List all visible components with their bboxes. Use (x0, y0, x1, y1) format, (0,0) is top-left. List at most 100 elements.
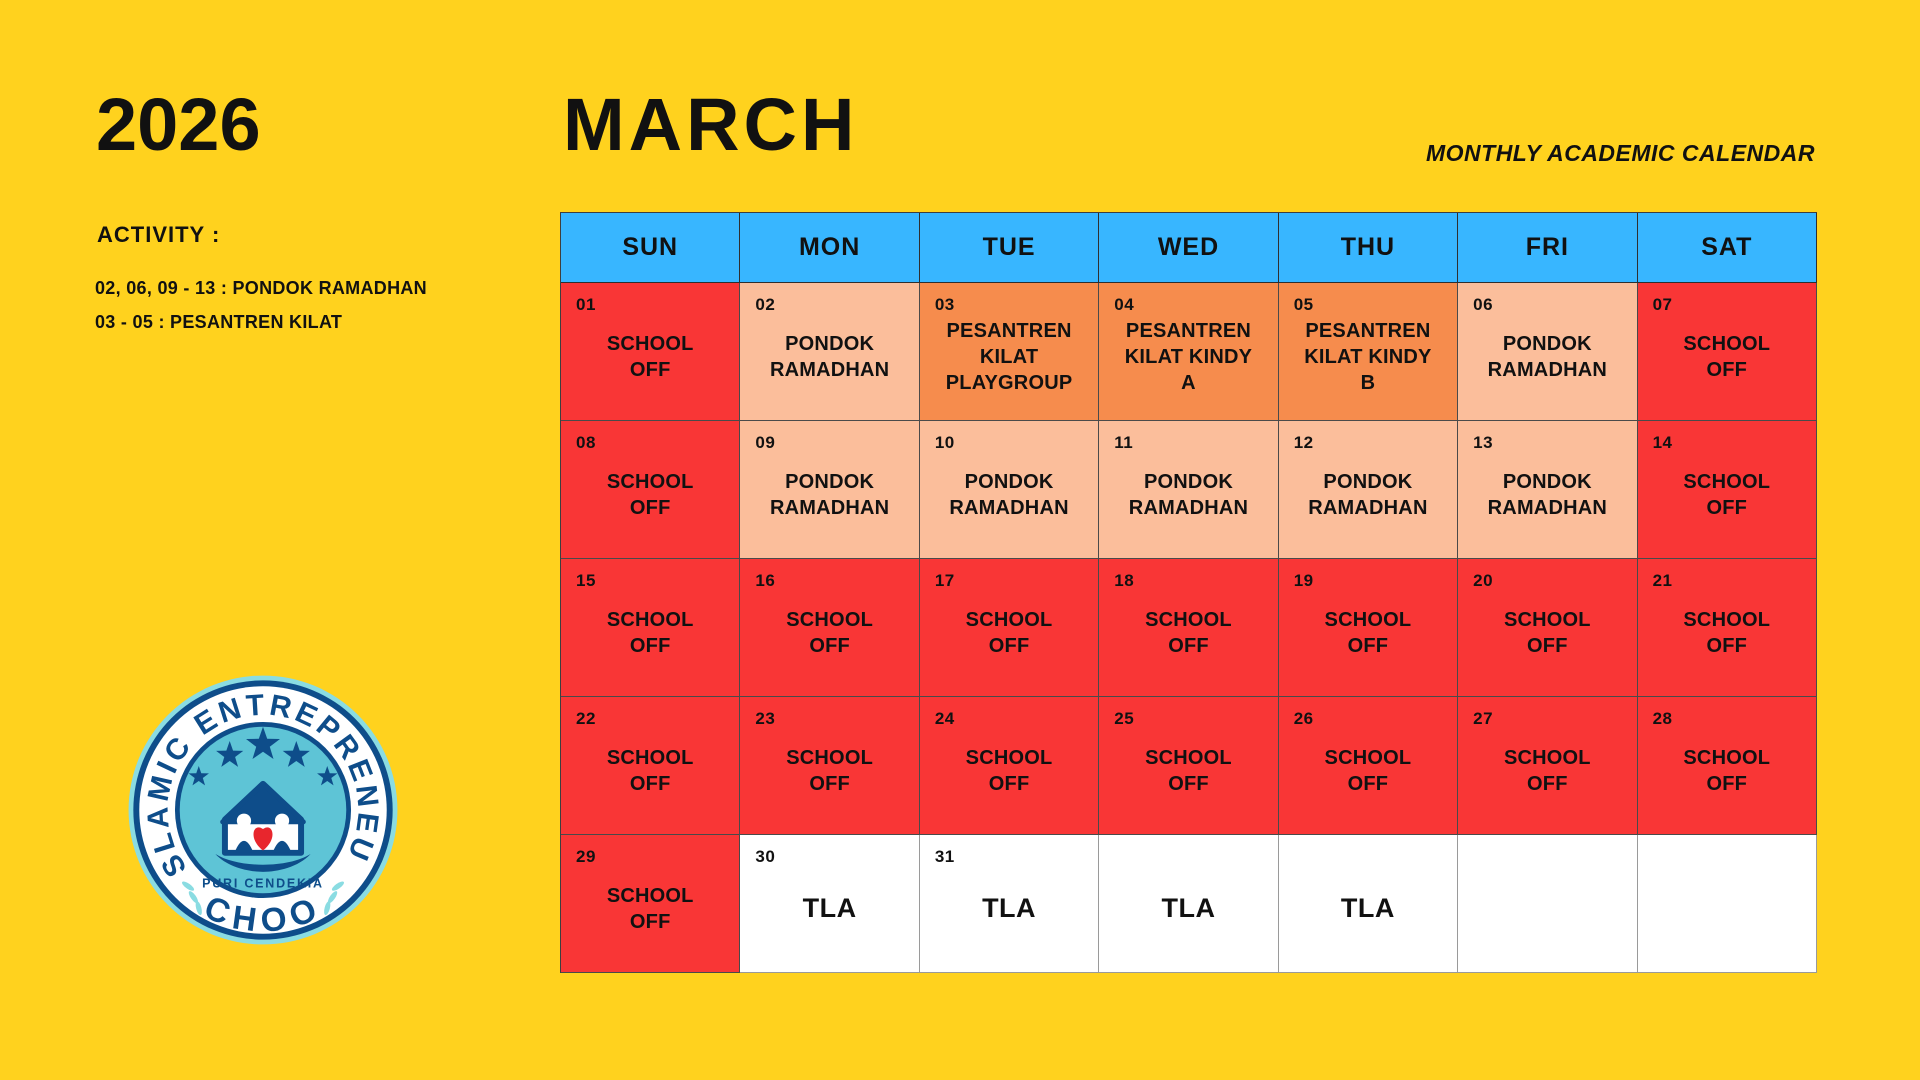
event-label: PESANTREN KILAT PLAYGROUP (945, 319, 1073, 394)
date-number: 12 (1293, 433, 1314, 452)
date-number: 10 (934, 433, 955, 452)
logo-banner-text: PURI CENDEKIA (202, 876, 324, 890)
calendar-day-07: 07 SCHOOL OFF (1637, 283, 1817, 421)
day-header-sun: SUN (561, 213, 741, 283)
calendar-day-21: 21 SCHOOL OFF (1637, 559, 1817, 697)
heart-icon (253, 827, 273, 851)
calendar-day-31: 31 TLA (919, 835, 1100, 973)
date-number: 09 (755, 433, 776, 452)
figure-body (272, 840, 292, 853)
date-number: 03 (934, 295, 955, 314)
calendar-day-25: 25 SCHOOL OFF (1099, 697, 1279, 835)
calendar-day-23: 23 SCHOOL OFF (740, 697, 920, 835)
date-number: 14 (1652, 433, 1673, 452)
event-label: PONDOK RAMADHAN (1487, 332, 1608, 381)
calendar-day-24: 24 SCHOOL OFF (919, 697, 1100, 835)
event-label: SCHOOL OFF (786, 608, 873, 657)
calendar-cell-tla: TLA (1278, 835, 1459, 973)
date-number: 28 (1652, 709, 1673, 728)
event-label: SCHOOL OFF (1145, 746, 1232, 795)
event-label: SCHOOL OFF (1145, 608, 1232, 657)
calendar-day-01: 01 SCHOOL OFF (561, 283, 741, 421)
date-number: 06 (1473, 295, 1494, 314)
calendar-day-18: 18 SCHOOL OFF (1099, 559, 1279, 697)
swoosh-shape (215, 854, 311, 872)
event-label: TLA (1161, 892, 1216, 923)
calendar-day-11: 11 PONDOK RAMADHAN (1099, 421, 1279, 559)
laurel-leaf (327, 891, 338, 904)
figure-body (234, 840, 254, 853)
event-label: SCHOOL OFF (1324, 608, 1412, 657)
day-header-thu: THU (1278, 213, 1459, 283)
event-label: SCHOOL OFF (1683, 608, 1771, 657)
date-number: 04 (1114, 295, 1135, 314)
poster-subtitle: MONTHLY ACADEMIC CALENDAR (1425, 140, 1815, 166)
calendar-day-16: 16 SCHOOL OFF (740, 559, 920, 697)
laurel-leaf (188, 891, 199, 904)
event-label: SCHOOL OFF (965, 746, 1053, 795)
event-label: SCHOOL OFF (1683, 332, 1771, 381)
calendar-day-26: 26 SCHOOL OFF (1278, 697, 1459, 835)
date-number: 15 (576, 571, 596, 590)
event-label: TLA (802, 892, 857, 923)
laurel-decoration (182, 881, 344, 916)
activity-list: 02, 06, 09 - 13 : PONDOK RAMADHAN 03 - 0… (95, 278, 427, 346)
date-number: 31 (934, 847, 955, 866)
calendar-cell-empty (1458, 835, 1638, 973)
star-icon (317, 765, 338, 786)
calendar-day-06: 06 PONDOK RAMADHAN (1458, 283, 1638, 421)
calendar-day-04: 04 PESANTREN KILAT KINDY A (1099, 283, 1279, 421)
calendar-grid: SUN MON TUE WED THU FRI SAT 01 SCHOOL OFF 02 PONDO… (560, 212, 1817, 973)
event-label: SCHOOL OFF (965, 608, 1053, 657)
event-label: PESANTREN KILAT KINDY A (1124, 319, 1253, 394)
calendar-day-27: 27 SCHOOL OFF (1458, 697, 1638, 835)
calendar-day-28: 28 SCHOOL OFF (1637, 697, 1817, 835)
day-header-fri: FRI (1458, 213, 1638, 283)
date-number: 17 (934, 571, 955, 590)
date-number: 18 (1114, 571, 1135, 590)
date-number: 29 (576, 847, 596, 866)
event-label: PONDOK RAMADHAN (949, 470, 1069, 519)
house-icon (215, 780, 311, 872)
calendar-day-22: 22 SCHOOL OFF (561, 697, 741, 835)
calendar-cell-empty (1637, 835, 1817, 973)
star-icon (282, 741, 310, 767)
calendar-day-05: 05 PESANTREN KILAT KINDY B (1278, 283, 1459, 421)
date-number: 07 (1652, 295, 1673, 314)
laurel-leaf (324, 901, 331, 916)
event-label: PESANTREN KILAT KINDY B (1304, 319, 1432, 394)
school-logo: PURI CENDEKIA ISLAMIC ENTREPRENEUR (125, 672, 401, 948)
event-label: SCHOOL OFF (1503, 608, 1591, 657)
event-label: SCHOOL OFF (1683, 470, 1771, 519)
calendar-cell-tla: TLA (1099, 835, 1279, 973)
calendar-day-17: 17 SCHOOL OFF (919, 559, 1100, 697)
star-icon (216, 741, 244, 767)
event-label: SCHOOL OFF (606, 746, 694, 795)
calendar-day-20: 20 SCHOOL OFF (1458, 559, 1638, 697)
event-label: SCHOOL OFF (1683, 746, 1771, 795)
figure-head (274, 813, 290, 828)
day-header-sat: SAT (1637, 213, 1817, 283)
date-number: 02 (755, 295, 776, 314)
laurel-leaf (195, 901, 202, 916)
date-number: 24 (934, 709, 955, 728)
house-roof (220, 781, 306, 825)
calendar-day-30: 30 TLA (740, 835, 920, 973)
date-number: 25 (1114, 709, 1135, 728)
event-label: PONDOK RAMADHAN (769, 470, 890, 519)
activity-heading: ACTIVITY : (97, 222, 221, 247)
date-number: 27 (1473, 709, 1494, 728)
calendar-day-15: 15 SCHOOL OFF (561, 559, 741, 697)
event-label: SCHOOL OFF (606, 470, 694, 519)
laurel-leaf (182, 881, 195, 891)
logo-stars (188, 726, 338, 786)
figure-head (236, 813, 252, 828)
date-number: 05 (1293, 295, 1314, 314)
date-number: 08 (576, 433, 596, 452)
calendar-day-29: 29 SCHOOL OFF (561, 835, 741, 973)
event-label: PONDOK RAMADHAN (1128, 470, 1249, 519)
calendar-day-08: 08 SCHOOL OFF (561, 421, 741, 559)
year-title: 2026 (96, 83, 261, 166)
event-label: SCHOOL OFF (786, 746, 873, 795)
